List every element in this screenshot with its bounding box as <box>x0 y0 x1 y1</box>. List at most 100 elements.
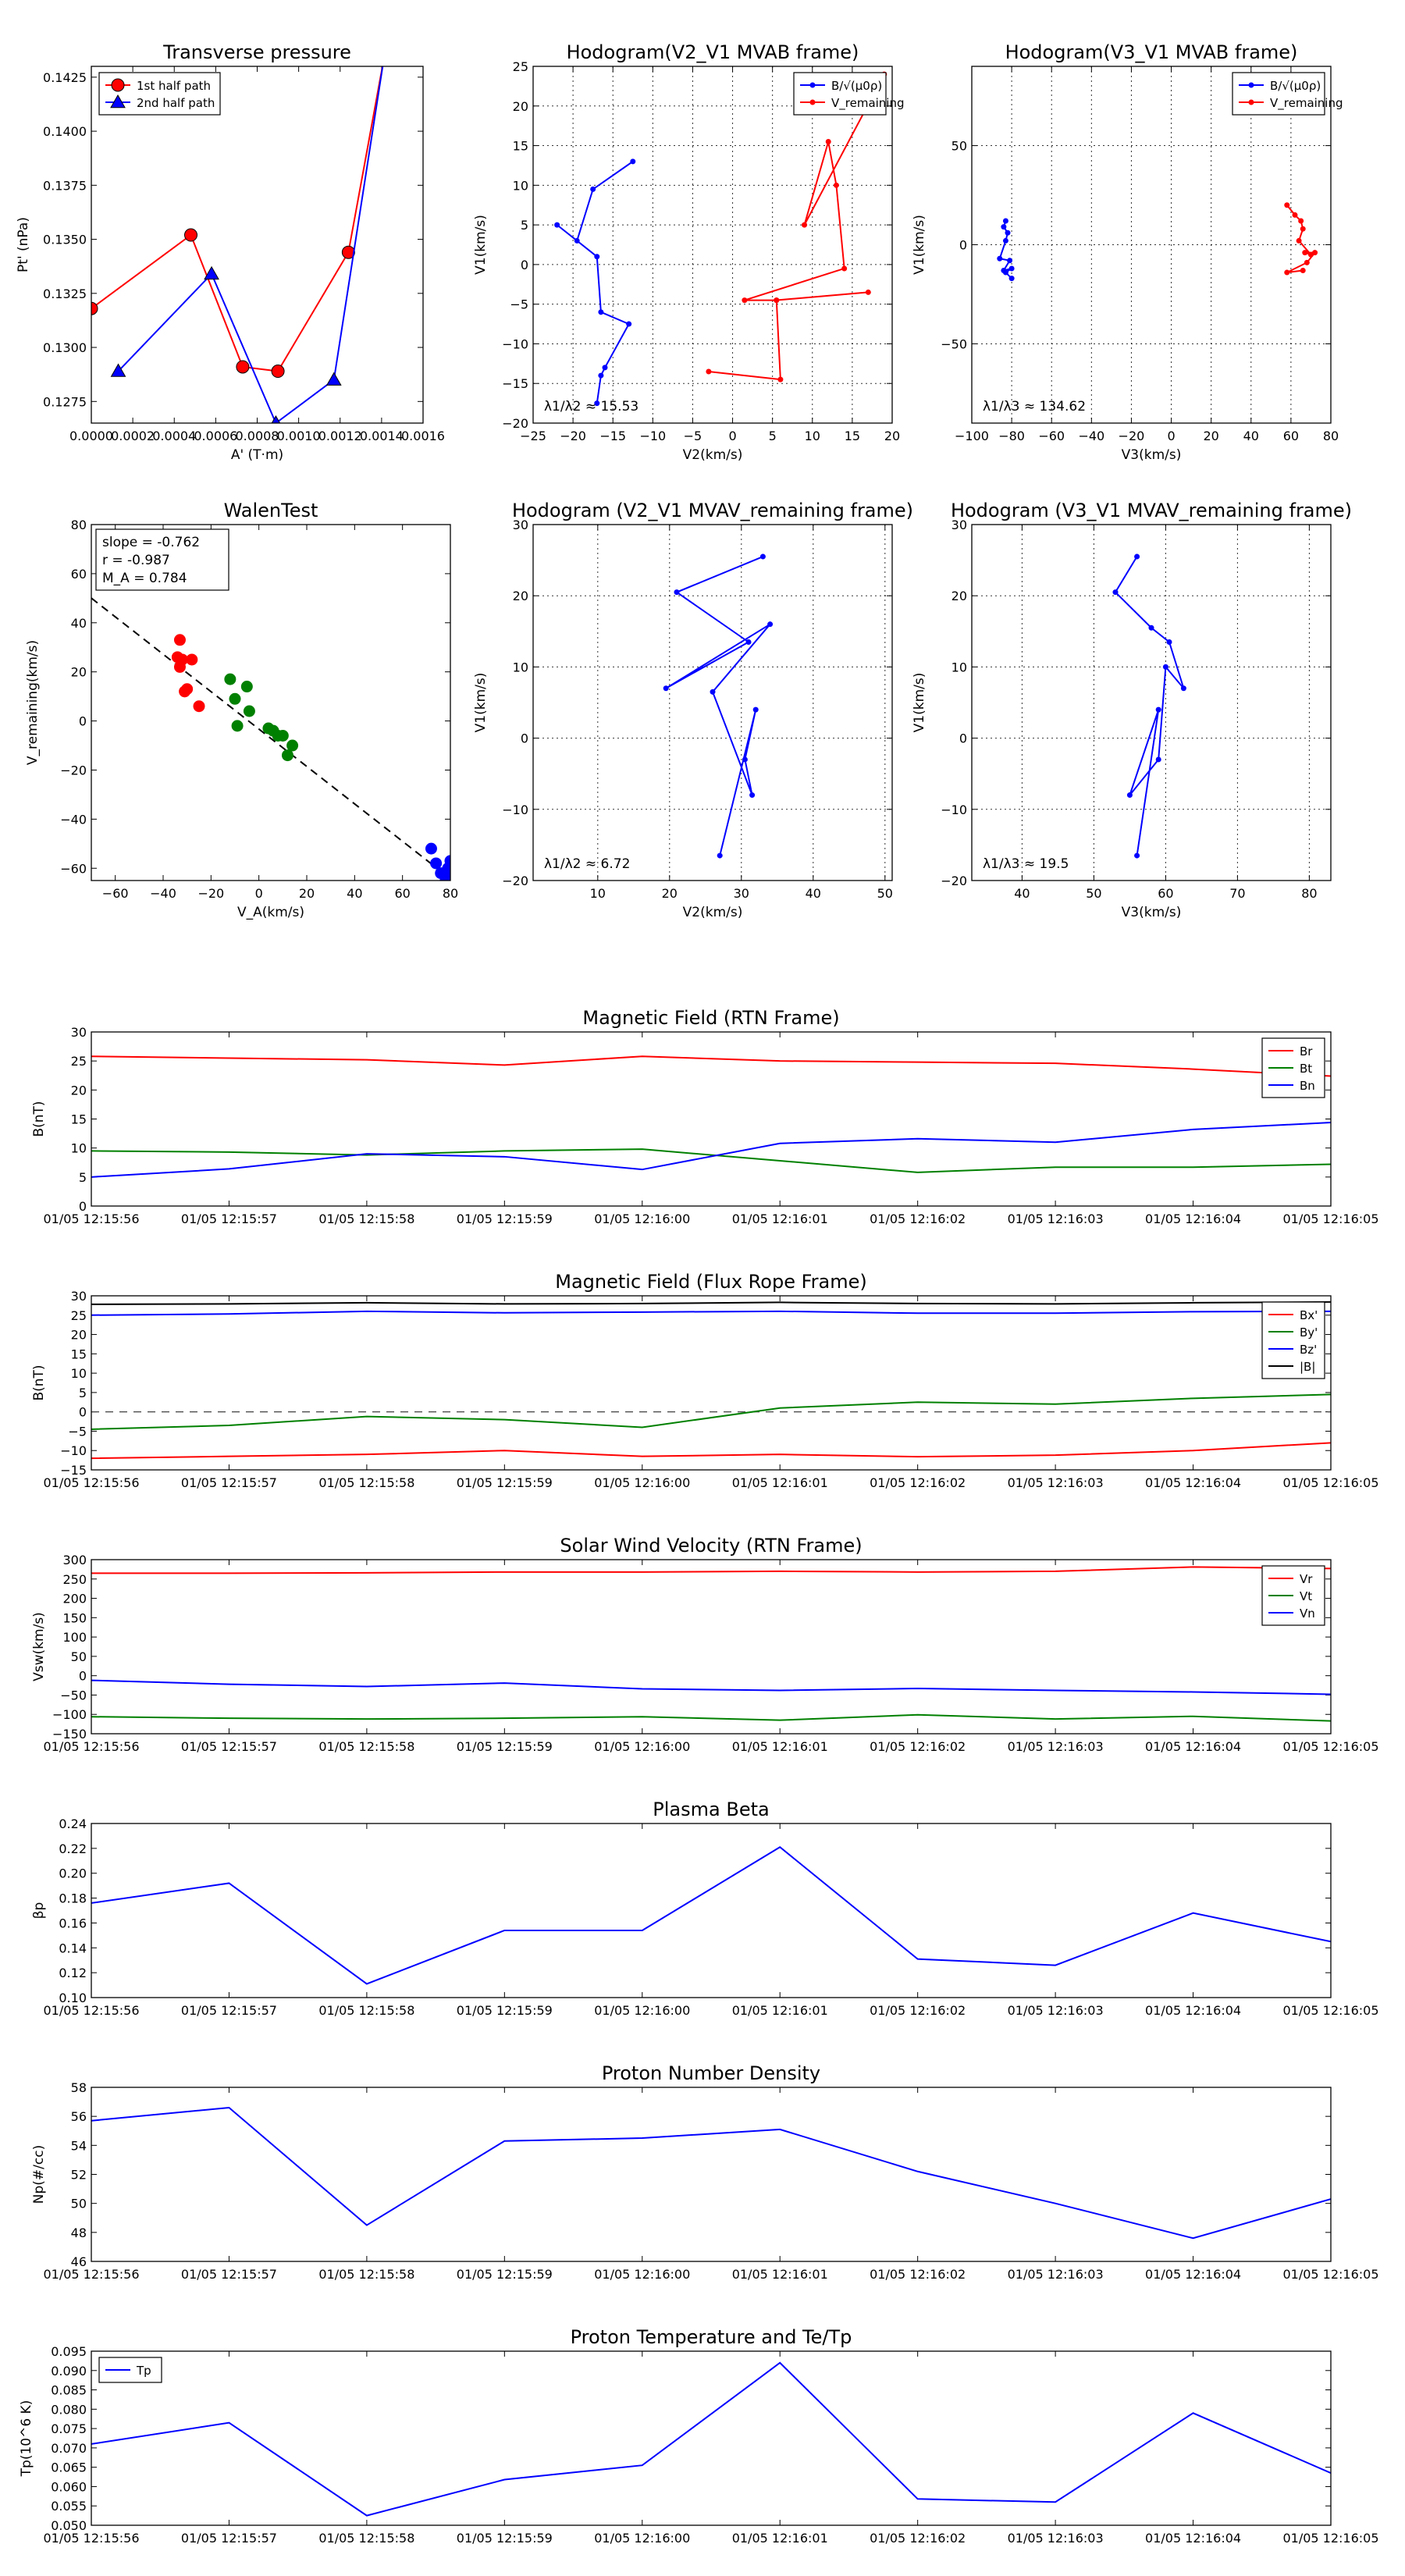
data-point <box>759 553 766 560</box>
x-tick-label: 40 <box>1014 886 1030 901</box>
x-tick-label: 60 <box>394 886 410 901</box>
data-point <box>745 639 752 645</box>
y-axis-label: B(nT) <box>31 1364 47 1400</box>
y-tick-label: 0.1275 <box>43 394 87 409</box>
x-tick-label: 60 <box>1283 429 1299 443</box>
legend-label: Bt <box>1300 1062 1312 1076</box>
y-tick-label: 20 <box>71 1328 87 1343</box>
data-point <box>706 368 712 375</box>
series-bn-line <box>91 1121 1331 1178</box>
x-tick-label: 5 <box>769 429 777 443</box>
series-beta-line <box>91 1846 1331 1985</box>
data-layer <box>91 1300 1331 1460</box>
chart-title: Hodogram(V2_V1 MVAB frame) <box>567 41 859 63</box>
x-tick-label: 01/05 12:16:05 <box>1282 1475 1378 1490</box>
data-point <box>1134 553 1140 560</box>
legend-label: 1st half path <box>137 79 211 93</box>
series-2nd-half-path-line <box>117 66 384 423</box>
x-tick-label: 80 <box>1323 429 1339 443</box>
data-point <box>1300 268 1306 274</box>
legend-label: Bx' <box>1300 1308 1318 1322</box>
legend-label: Bn <box>1300 1079 1315 1093</box>
x-tick-label: 01/05 12:16:03 <box>1008 2531 1104 2546</box>
stats-line: M_A = 0.784 <box>102 571 187 586</box>
data-point <box>1008 276 1015 282</box>
y-tick-label: 20 <box>71 1083 87 1098</box>
x-tick-label: 0.0010 <box>277 429 321 443</box>
data-point <box>439 867 450 880</box>
y-tick-label: 0.1300 <box>43 340 87 355</box>
y-tick-label: 20 <box>71 665 87 680</box>
x-tick-label: 01/05 12:15:57 <box>181 1212 277 1226</box>
stats-line: r = -0.987 <box>102 553 170 568</box>
data-point <box>231 720 244 732</box>
plot-area <box>91 1560 1331 1734</box>
series-vn-line <box>91 1679 1331 1695</box>
legend-label: Tp <box>136 2364 151 2378</box>
x-tick-label: 0 <box>728 429 736 443</box>
plot-area <box>533 525 892 881</box>
y-tick-label: 0.065 <box>51 2460 87 2475</box>
chart-title: Proton Number Density <box>602 2062 820 2084</box>
data-point <box>1002 269 1008 276</box>
y-tick-label: 58 <box>71 2080 87 2095</box>
x-tick-label: 01/05 12:16:00 <box>594 2267 690 2282</box>
y-tick-label: 0 <box>521 731 528 746</box>
y-tick-label: −15 <box>60 1463 87 1478</box>
data-layer <box>91 1055 1331 1178</box>
y-tick-label: 15 <box>513 139 528 154</box>
data-point <box>1162 664 1168 670</box>
y-tick-label: 0 <box>79 1405 87 1420</box>
x-axis-label: V_A(km/s) <box>237 905 304 920</box>
plot-area <box>91 1296 1331 1470</box>
data-layer <box>91 66 386 423</box>
x-tick-label: 0.0014 <box>360 429 404 443</box>
y-tick-label: 30 <box>513 518 528 532</box>
chart-title: Magnetic Field (Flux Rope Frame) <box>555 1271 866 1293</box>
x-tick-label: −60 <box>1038 429 1065 443</box>
y-tick-label: −50 <box>941 336 967 351</box>
data-point <box>193 700 205 713</box>
legend-marker <box>809 82 816 88</box>
chart-ts_b_rtn: 01/05 12:15:56 01/05 12:15:57 01/05 12:15:… <box>31 1007 1379 1226</box>
x-tick-label: 01/05 12:16:00 <box>594 1212 690 1226</box>
x-tick-label: 01/05 12:16:04 <box>1145 2003 1241 2018</box>
data-point <box>825 138 831 144</box>
x-tick-label: 01/05 12:15:56 <box>43 1212 139 1226</box>
y-tick-label: −60 <box>60 861 87 876</box>
data-point <box>444 855 450 867</box>
y-tick-label: 0.080 <box>51 2402 87 2417</box>
y-tick-label: 48 <box>71 2226 87 2240</box>
data-point <box>281 749 293 762</box>
plot-frame <box>91 66 424 424</box>
y-axis-label: V1(km/s) <box>912 673 927 733</box>
data-point <box>1292 212 1298 218</box>
plot-frame <box>971 66 1332 424</box>
y-tick-label: 0.16 <box>59 1916 87 1930</box>
series-by--line <box>91 1393 1331 1430</box>
chart-title: Hodogram(V3_V1 MVAB frame) <box>1005 41 1298 63</box>
x-tick-label: 01/05 12:15:58 <box>318 1739 414 1754</box>
x-tick-label: 01/05 12:15:59 <box>457 2267 553 2282</box>
y-tick-label: −10 <box>502 336 528 351</box>
data-point <box>1001 224 1007 230</box>
legend-label: Vn <box>1300 1606 1315 1621</box>
x-tick-label: 01/05 12:16:03 <box>1008 1212 1104 1226</box>
x-tick-label: 70 <box>1229 886 1245 901</box>
y-tick-label: 0.22 <box>59 1841 87 1856</box>
data-point <box>271 365 285 379</box>
x-tick-label: 01/05 12:15:56 <box>43 1739 139 1754</box>
data-point <box>1284 202 1290 208</box>
data-point <box>1180 685 1186 692</box>
y-axis-label: V1(km/s) <box>473 215 489 275</box>
x-tick-label: 01/05 12:15:58 <box>318 2267 414 2282</box>
legend-label: B/√(μ0ρ) <box>831 79 882 93</box>
plot-frame <box>91 1823 1332 1998</box>
y-tick-label: 50 <box>71 2197 87 2211</box>
x-tick-label: 01/05 12:16:01 <box>732 2531 828 2546</box>
y-tick-label: 250 <box>62 1572 87 1587</box>
data-layer <box>91 1846 1331 1985</box>
y-tick-label: 0.060 <box>51 2479 87 2494</box>
x-tick-label: 15 <box>845 429 860 443</box>
